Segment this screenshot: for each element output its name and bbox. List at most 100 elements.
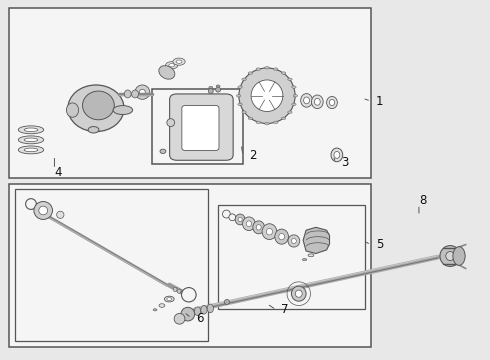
- Bar: [218, 205, 365, 309]
- Ellipse shape: [453, 247, 465, 265]
- Ellipse shape: [201, 306, 207, 314]
- Ellipse shape: [292, 286, 306, 301]
- Ellipse shape: [82, 91, 114, 120]
- Ellipse shape: [24, 138, 38, 141]
- Ellipse shape: [174, 314, 185, 324]
- Ellipse shape: [315, 98, 320, 105]
- Ellipse shape: [281, 72, 286, 75]
- Ellipse shape: [159, 304, 165, 307]
- Ellipse shape: [295, 290, 302, 297]
- Ellipse shape: [39, 206, 48, 215]
- Ellipse shape: [57, 211, 64, 219]
- Ellipse shape: [265, 122, 269, 125]
- Ellipse shape: [153, 309, 157, 311]
- Ellipse shape: [176, 60, 182, 63]
- Ellipse shape: [208, 89, 213, 94]
- Ellipse shape: [216, 85, 220, 87]
- Ellipse shape: [292, 238, 296, 243]
- Ellipse shape: [242, 111, 246, 113]
- Ellipse shape: [312, 95, 323, 109]
- Ellipse shape: [166, 62, 178, 69]
- Ellipse shape: [279, 234, 285, 240]
- Ellipse shape: [209, 86, 213, 89]
- Ellipse shape: [18, 136, 44, 144]
- Ellipse shape: [273, 121, 278, 123]
- Text: 5: 5: [376, 238, 383, 251]
- Bar: [152, 89, 243, 164]
- Ellipse shape: [251, 80, 283, 112]
- Ellipse shape: [207, 304, 214, 313]
- Ellipse shape: [248, 72, 252, 75]
- Ellipse shape: [329, 99, 335, 105]
- Ellipse shape: [34, 202, 52, 220]
- Ellipse shape: [173, 287, 177, 292]
- Ellipse shape: [173, 58, 185, 65]
- Text: 3: 3: [341, 156, 348, 169]
- Text: 8: 8: [419, 194, 426, 207]
- Ellipse shape: [288, 111, 292, 113]
- Ellipse shape: [292, 103, 296, 105]
- Bar: [15, 189, 208, 341]
- Ellipse shape: [302, 258, 307, 261]
- Ellipse shape: [135, 85, 150, 99]
- Ellipse shape: [167, 119, 174, 127]
- Ellipse shape: [222, 210, 230, 218]
- Ellipse shape: [181, 288, 196, 302]
- Ellipse shape: [18, 146, 44, 154]
- Ellipse shape: [237, 94, 241, 97]
- Ellipse shape: [140, 89, 146, 95]
- Ellipse shape: [159, 66, 175, 79]
- Ellipse shape: [68, 85, 124, 132]
- Text: 2: 2: [249, 149, 256, 162]
- Ellipse shape: [275, 229, 289, 244]
- Text: 4: 4: [54, 166, 62, 179]
- Ellipse shape: [229, 214, 236, 221]
- Ellipse shape: [124, 90, 131, 98]
- Ellipse shape: [256, 225, 261, 230]
- Ellipse shape: [18, 126, 44, 134]
- Ellipse shape: [67, 103, 78, 117]
- Ellipse shape: [281, 117, 286, 120]
- Ellipse shape: [304, 97, 310, 104]
- Ellipse shape: [185, 293, 189, 297]
- Text: 1: 1: [376, 95, 384, 108]
- Ellipse shape: [334, 152, 340, 158]
- Ellipse shape: [239, 68, 295, 123]
- Ellipse shape: [308, 254, 314, 257]
- Ellipse shape: [24, 128, 38, 132]
- Bar: [9, 184, 371, 347]
- Ellipse shape: [265, 67, 269, 69]
- Ellipse shape: [293, 94, 297, 97]
- Ellipse shape: [181, 291, 185, 295]
- Ellipse shape: [169, 64, 174, 67]
- Ellipse shape: [273, 68, 278, 70]
- Ellipse shape: [248, 117, 252, 120]
- Ellipse shape: [327, 96, 337, 109]
- Ellipse shape: [288, 235, 300, 247]
- Ellipse shape: [238, 217, 242, 222]
- Text: 6: 6: [196, 311, 204, 325]
- Ellipse shape: [256, 68, 260, 70]
- Ellipse shape: [262, 224, 277, 239]
- Ellipse shape: [301, 94, 313, 107]
- Ellipse shape: [246, 221, 251, 226]
- Ellipse shape: [440, 246, 461, 266]
- Ellipse shape: [292, 86, 296, 88]
- Ellipse shape: [167, 298, 172, 301]
- Ellipse shape: [238, 86, 242, 88]
- Ellipse shape: [164, 296, 174, 302]
- FancyBboxPatch shape: [182, 105, 219, 150]
- Ellipse shape: [177, 289, 181, 293]
- Ellipse shape: [25, 199, 36, 210]
- Ellipse shape: [243, 217, 255, 230]
- Text: 7: 7: [281, 303, 289, 316]
- Bar: [9, 8, 371, 178]
- FancyBboxPatch shape: [170, 94, 233, 160]
- Ellipse shape: [113, 105, 133, 114]
- Ellipse shape: [235, 214, 245, 225]
- Ellipse shape: [24, 148, 38, 152]
- Ellipse shape: [238, 103, 242, 105]
- Ellipse shape: [195, 307, 201, 316]
- Ellipse shape: [288, 78, 292, 81]
- Polygon shape: [303, 227, 330, 253]
